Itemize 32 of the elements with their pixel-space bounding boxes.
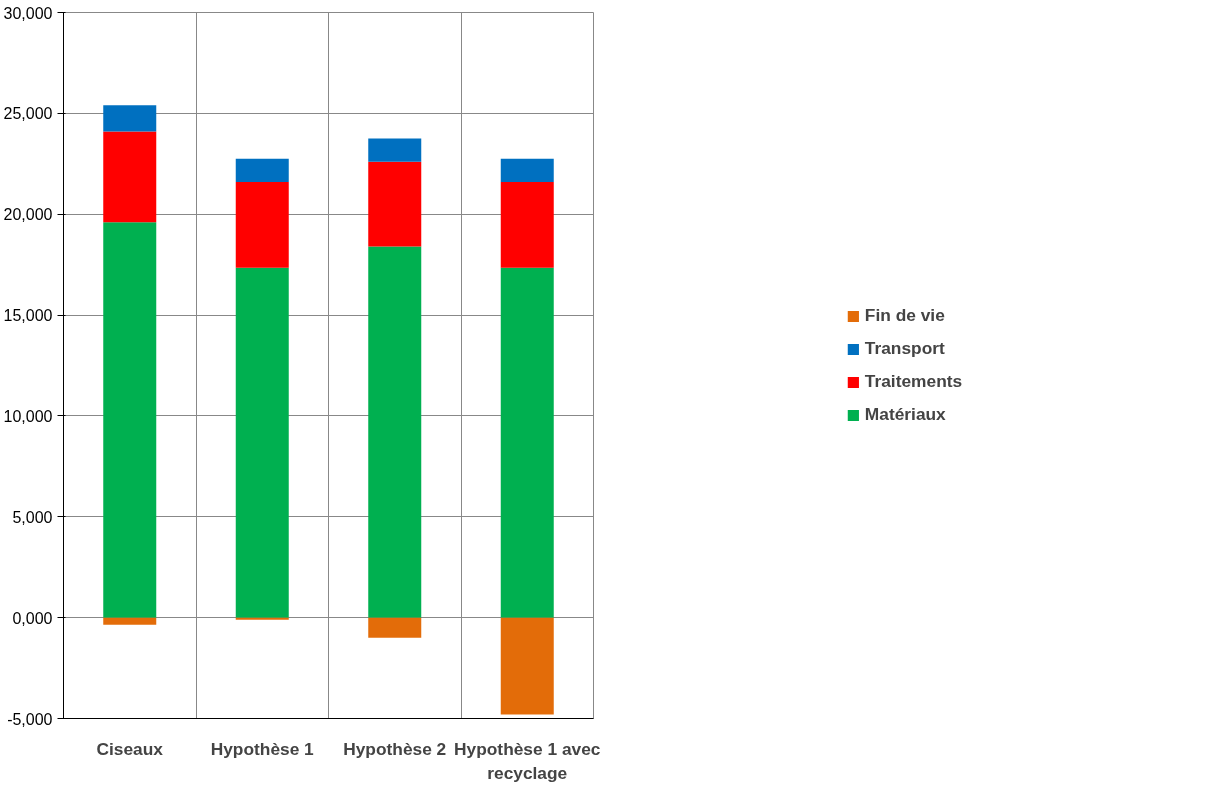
y-tick-label: 25,000 — [3, 105, 53, 123]
legend-label: Traitements — [864, 371, 963, 392]
bar — [235, 158, 289, 182]
y-tick-label: 5,000 — [12, 508, 53, 526]
bar — [368, 617, 422, 638]
bar — [500, 617, 554, 715]
bar — [368, 246, 422, 618]
bar — [368, 161, 422, 247]
bar — [500, 267, 554, 618]
bar — [500, 181, 554, 268]
bar — [103, 131, 157, 223]
bar — [103, 222, 157, 618]
x-tick-label: Hypothèse 2 — [343, 738, 447, 759]
bar — [235, 267, 289, 618]
y-tick-label: -5,000 — [7, 710, 53, 728]
bar — [103, 617, 157, 625]
legend-label: Matériaux — [864, 404, 946, 425]
legend-label: Transport — [864, 338, 945, 359]
bar — [235, 181, 289, 268]
y-tick-label: 15,000 — [3, 307, 53, 325]
x-tick-label: Hypothèse 1 avec recyclage — [454, 738, 601, 783]
bar — [235, 617, 289, 620]
bar — [103, 105, 157, 132]
bar — [368, 138, 422, 162]
x-tick-label: Ciseaux — [96, 738, 164, 759]
bar — [500, 158, 554, 182]
y-tick-label: 20,000 — [3, 206, 53, 224]
y-tick-label: 10,000 — [3, 407, 53, 425]
x-tick-label: Hypothèse 1 — [210, 738, 315, 759]
legend-label: Fin de vie — [864, 305, 945, 326]
y-tick-label: 30,000 — [3, 4, 53, 22]
y-tick-label: 0,000 — [12, 609, 53, 627]
